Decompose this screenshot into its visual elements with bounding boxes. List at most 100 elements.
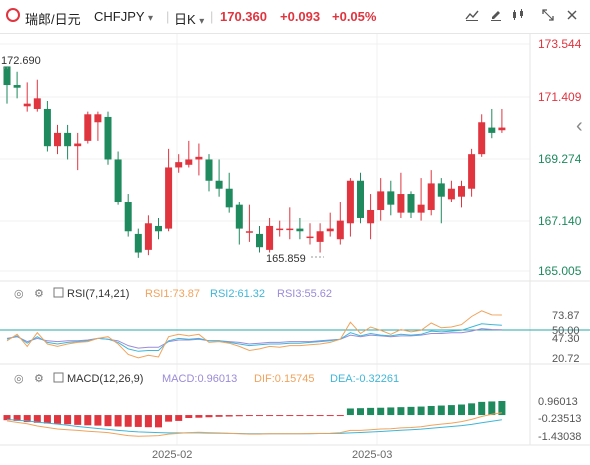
candle-body xyxy=(195,156,203,160)
candle-body xyxy=(165,167,173,229)
period-selector[interactable]: 日K ▾ xyxy=(174,9,204,28)
hide-eye-icon[interactable]: ◎ xyxy=(14,373,24,385)
macd-bar xyxy=(316,415,324,417)
macd-bar xyxy=(43,415,51,424)
macd-bar xyxy=(266,415,274,417)
candle-body xyxy=(245,231,253,233)
macd-bar xyxy=(104,415,112,427)
candle-body xyxy=(316,231,324,242)
macd-bar xyxy=(427,405,435,416)
candle-body xyxy=(144,223,152,250)
macd-bar xyxy=(306,415,314,417)
macd-bar xyxy=(134,415,142,427)
rsi3-value: RSI3:55.62 xyxy=(277,288,332,300)
macd-bar xyxy=(235,415,243,417)
candle-body xyxy=(387,191,395,205)
candle-body xyxy=(185,159,193,165)
line-chart-icon[interactable] xyxy=(462,8,482,26)
candle-body xyxy=(215,180,223,189)
macd-bar xyxy=(144,415,152,428)
macd-y-tick: -0.23513 xyxy=(538,413,581,425)
rsi-y-tick: 50.00 xyxy=(552,325,580,337)
macd-bar xyxy=(185,415,193,418)
candle-body xyxy=(33,98,41,109)
dif-line xyxy=(6,412,502,437)
candle-body xyxy=(74,143,82,147)
high-marker-label: 172.690 xyxy=(1,55,41,67)
rsi-y-tick: 73.87 xyxy=(552,310,580,322)
candle-body xyxy=(417,204,425,213)
rsi-y-tick: 20.72 xyxy=(552,353,580,365)
macd-bar xyxy=(165,415,173,422)
macd-bar xyxy=(397,407,405,416)
macd-bar xyxy=(225,415,233,417)
rsi-title: RSI(7,14,21) xyxy=(67,288,129,300)
macd-bar xyxy=(114,415,122,427)
macd-y-tick: -1.43038 xyxy=(538,431,581,443)
macd-bar xyxy=(417,406,425,416)
candle-body xyxy=(94,114,102,123)
macd-bar xyxy=(54,415,61,424)
pair-name: 瑞郎/日元 xyxy=(25,12,81,27)
rsi2-value: RSI2:61.32 xyxy=(210,288,265,300)
y-tick: 167.140 xyxy=(538,214,582,228)
settings-icon[interactable]: ⚙ xyxy=(34,373,44,385)
candle-body xyxy=(13,85,21,88)
macd-value: MACD:0.96013 xyxy=(162,373,237,385)
macd-bar xyxy=(468,403,476,416)
macd-bar xyxy=(336,415,344,417)
expand-box-icon[interactable] xyxy=(53,287,64,298)
candle-body xyxy=(205,159,213,181)
dif-value: DIF:0.15745 xyxy=(254,373,315,385)
hide-eye-icon[interactable]: ◎ xyxy=(14,288,24,300)
expand-icon[interactable] xyxy=(538,8,558,26)
chevron-down-icon: ▾ xyxy=(147,13,153,24)
currency-icon xyxy=(6,8,20,22)
candle-body xyxy=(114,159,122,203)
candle-body xyxy=(458,186,465,197)
macd-bar xyxy=(175,415,183,421)
candle-body xyxy=(124,202,132,232)
candles xyxy=(3,66,506,258)
macd-bar xyxy=(94,415,102,426)
dea-value: DEA:-0.32261 xyxy=(330,373,399,385)
price-change: +0.093 xyxy=(280,9,321,24)
expand-box-icon[interactable] xyxy=(53,372,64,383)
symbol-label: CHFJPY xyxy=(94,9,145,24)
candle-body xyxy=(296,228,304,232)
divider: | xyxy=(166,9,170,24)
candle-body xyxy=(286,228,294,231)
price-change-pct: +0.05% xyxy=(332,9,377,24)
macd-bar xyxy=(377,407,385,416)
macd-bar xyxy=(346,408,354,416)
candle-body xyxy=(498,127,506,131)
macd-bar xyxy=(256,415,263,417)
macd-bar xyxy=(23,415,31,423)
candle-body xyxy=(134,233,142,253)
macd-bar xyxy=(33,415,41,423)
collapse-arrow-icon[interactable]: ‹ xyxy=(576,115,583,137)
close-icon[interactable] xyxy=(562,8,582,26)
macd-bar xyxy=(437,405,445,416)
symbol-selector[interactable]: CHFJPY ▾ xyxy=(94,9,153,24)
grid xyxy=(0,34,530,445)
candle-body xyxy=(326,228,334,232)
candle-body xyxy=(447,188,455,200)
candle-body xyxy=(225,188,233,208)
candle-body xyxy=(478,122,486,155)
settings-icon[interactable]: ⚙ xyxy=(34,288,44,300)
candle-body xyxy=(3,66,11,86)
candle-body xyxy=(468,154,476,189)
pen-icon[interactable] xyxy=(486,8,506,26)
macd-bar xyxy=(215,415,223,417)
rsi1-value: RSI1:73.87 xyxy=(145,288,200,300)
candles-icon[interactable] xyxy=(508,8,528,26)
x-tick: 2025-03 xyxy=(352,449,392,461)
macd-bar xyxy=(498,401,506,416)
macd-bar xyxy=(155,415,162,428)
candle-body xyxy=(437,183,445,197)
candle-body xyxy=(64,132,72,147)
macd-bar xyxy=(64,415,72,425)
candle-body xyxy=(23,103,31,107)
